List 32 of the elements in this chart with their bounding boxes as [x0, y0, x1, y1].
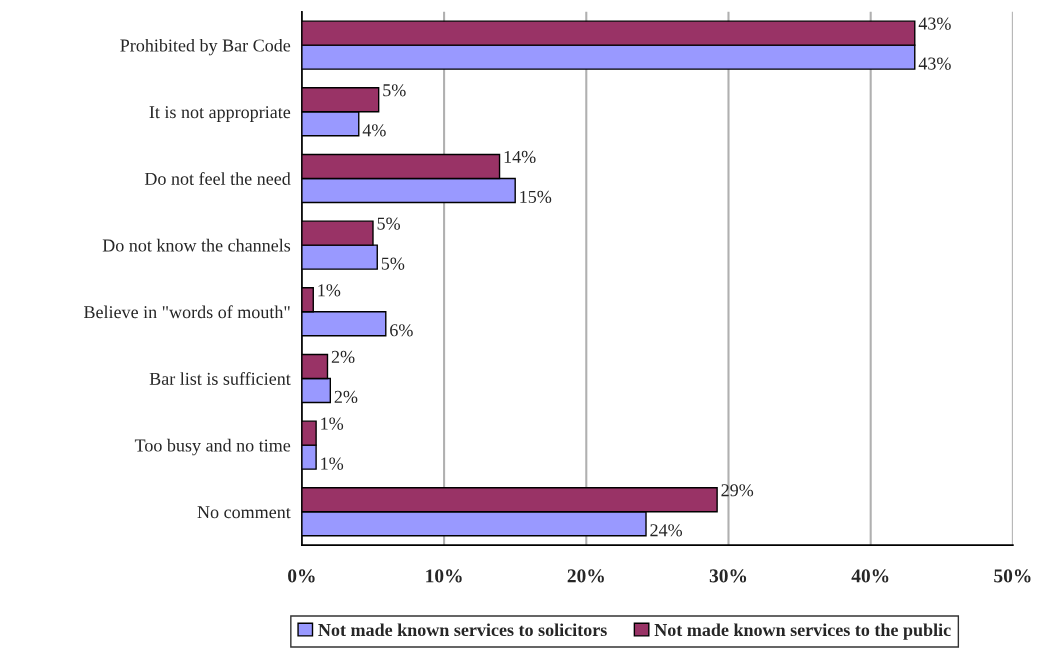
y-tick-label: Prohibited by Bar Code — [120, 38, 291, 56]
data-label: 2% — [331, 350, 355, 364]
data-label: 43% — [918, 17, 951, 30]
data-label: 1% — [321, 457, 344, 470]
data-label: 4% — [362, 124, 386, 137]
x-tick-label: 10% — [426, 569, 462, 583]
legend-label: Not made known services to solicitors — [318, 623, 607, 637]
x-tick-label: 40% — [851, 569, 889, 583]
x-tick-label: 50% — [994, 569, 1031, 583]
y-tick-label: Too busy and no time — [134, 438, 291, 456]
data-label: 1% — [321, 417, 344, 430]
y-tick-label: No comment — [197, 506, 291, 519]
data-label: 14% — [504, 150, 536, 164]
legend-label: Not made known services to the public — [654, 623, 951, 640]
data-label: 5% — [383, 84, 406, 97]
y-tick-label: Do not know the channels — [102, 238, 291, 252]
data-label: 29% — [721, 484, 754, 497]
data-label: 43% — [918, 57, 951, 70]
y-tick-label: It is not appropriate — [149, 106, 291, 122]
data-label: 6% — [390, 324, 413, 337]
y-tick-label: Do not feel the need — [144, 172, 291, 185]
y-tick-label: Bar list is sufficient — [149, 372, 291, 385]
data-label: 5% — [377, 217, 400, 230]
x-tick-label: 30% — [709, 569, 747, 583]
x-tick-label: 0% — [288, 569, 315, 583]
y-tick-label: Believe in "words of mouth" — [83, 305, 290, 319]
data-label: 24% — [650, 524, 683, 537]
x-tick-label: 20% — [567, 569, 604, 583]
data-label: 5% — [381, 257, 405, 270]
data-label: 15% — [520, 190, 552, 204]
data-label: 1% — [318, 284, 341, 297]
data-label: 2% — [334, 390, 358, 404]
